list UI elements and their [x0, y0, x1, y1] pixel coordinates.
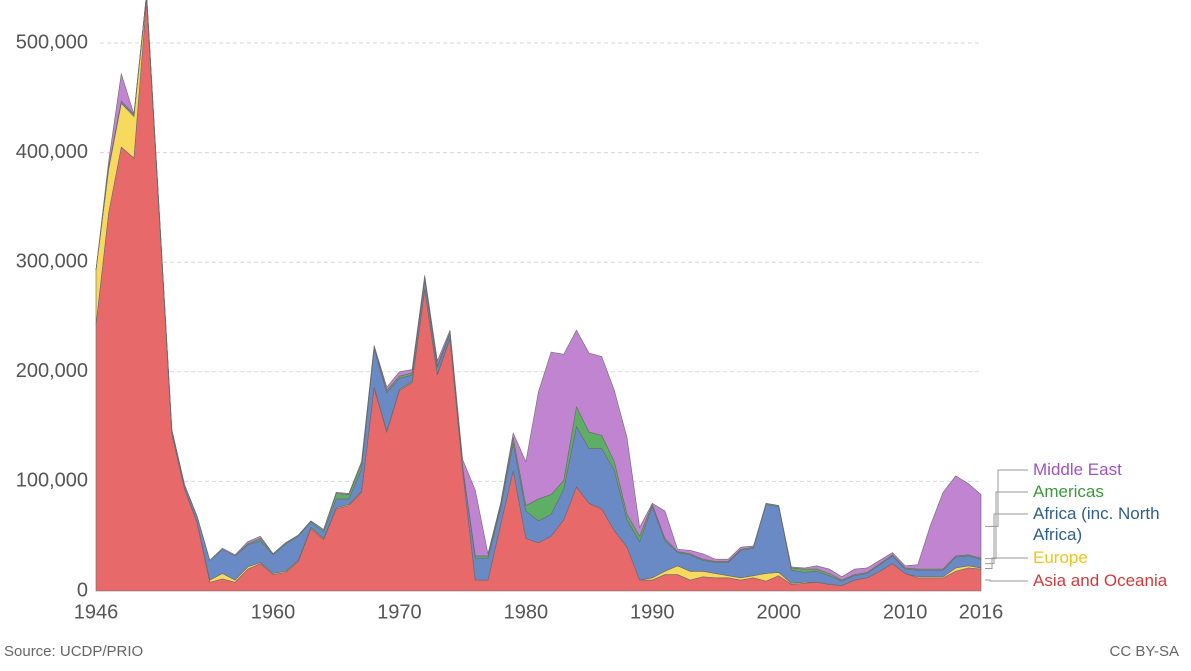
license: CC BY-SA [1109, 643, 1179, 660]
y-tick-label: 0 [77, 579, 88, 601]
x-tick-label: 1990 [630, 601, 675, 623]
x-tick-label: 1980 [504, 601, 549, 623]
legend-label: Asia and Oceania [1033, 571, 1168, 590]
x-tick-label: 2010 [883, 601, 928, 623]
leader-line [985, 513, 1028, 565]
x-tick-label: 1960 [251, 601, 296, 623]
source: Source: UCDP/PRIO [4, 643, 144, 660]
leader-line [985, 579, 1028, 582]
y-tick-label: 500,000 [16, 31, 88, 53]
legend-label: Europe [1033, 548, 1088, 567]
area [95, 0, 982, 581]
x-tick-label: 2000 [756, 601, 801, 623]
x-tick-label: 2016 [959, 601, 1004, 623]
x-tick-label: 1970 [377, 601, 422, 623]
leader-line [985, 469, 1028, 527]
y-tick-label: 100,000 [16, 470, 88, 492]
x-tick-label: 1946 [74, 601, 119, 623]
legend-label: Africa (inc. North Africa) [1033, 504, 1160, 544]
leader-line [985, 491, 1028, 560]
y-tick-label: 200,000 [16, 360, 88, 382]
y-tick-label: 300,000 [16, 250, 88, 272]
legend-label: Americas [1033, 482, 1104, 501]
legend-label: Middle East [1033, 460, 1122, 479]
y-tick-label: 400,000 [16, 141, 88, 163]
